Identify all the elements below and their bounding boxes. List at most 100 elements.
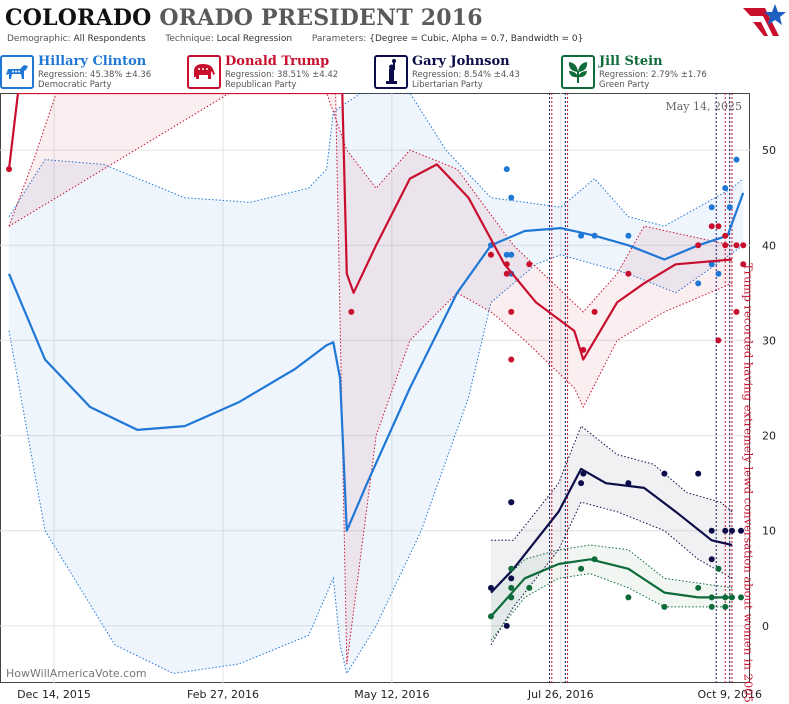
regression-line-stein xyxy=(490,558,732,618)
poll-point-stein xyxy=(708,594,715,601)
poll-point-trump xyxy=(508,356,515,363)
legend-party-stein: Green Party xyxy=(599,80,650,90)
legend-party-johnson: Libertarian Party xyxy=(412,80,483,90)
x-tick-label: Dec 14, 2015 xyxy=(17,688,91,701)
poll-point-johnson xyxy=(580,470,587,477)
regression-line-trump xyxy=(7,93,733,361)
poll-point-stein xyxy=(695,584,702,591)
technique-value: Local Regression xyxy=(216,34,293,44)
poll-point-trump xyxy=(591,308,598,315)
leaf-icon xyxy=(561,55,595,89)
legend-name-johnson: Gary Johnson xyxy=(412,54,510,69)
legend-regression-clinton: Regression: 45.38% ±4.36 xyxy=(38,70,152,80)
legend-regression-johnson: Regression: 8.54% ±4.43 xyxy=(412,70,520,80)
technique-label: Technique: xyxy=(165,34,214,44)
lower-bound-trump xyxy=(8,93,733,665)
upper-bound-johnson xyxy=(491,425,733,541)
demographic-label: Demographic: xyxy=(7,34,71,44)
regression-line-johnson xyxy=(490,467,733,594)
poll-point-johnson xyxy=(708,527,715,534)
elephant-icon xyxy=(187,55,221,89)
poll-point-clinton xyxy=(722,185,729,192)
y-tick-label: 20 xyxy=(762,430,776,443)
poll-point-stein xyxy=(625,594,632,601)
upper-bound-stein xyxy=(490,544,733,593)
legend-party-clinton: Democratic Party xyxy=(38,80,112,90)
legend-regression-stein: Regression: 2.79% ±1.76 xyxy=(599,70,707,80)
parameters-value: {Degree = Cubic, Alpha = 0.7, Bandwidth … xyxy=(369,34,584,44)
x-tick-label: Jul 26, 2016 xyxy=(527,688,594,701)
liberty-statue-icon xyxy=(374,55,408,89)
poll-point-johnson xyxy=(722,527,729,534)
legend-name-trump: Donald Trump xyxy=(225,54,330,69)
upper-bound-trump xyxy=(8,93,733,313)
confidence-band-trump xyxy=(9,93,732,664)
poll-point-clinton xyxy=(503,251,510,258)
poll-point-johnson xyxy=(487,584,494,591)
poll-point-trump xyxy=(708,223,715,230)
poll-point-johnson xyxy=(661,470,668,477)
legend-item-trump: Donald Trump Regression: 38.51% ±4.42 Re… xyxy=(187,53,373,93)
poll-point-johnson xyxy=(503,622,510,629)
poll-point-stein xyxy=(728,594,735,601)
poll-point-clinton xyxy=(708,204,715,211)
poll-point-clinton xyxy=(708,261,715,268)
legend-name-clinton: Hillary Clinton xyxy=(38,54,147,69)
poll-point-trump xyxy=(503,261,510,268)
y-tick-label: 40 xyxy=(762,239,776,252)
poll-point-clinton xyxy=(508,251,515,258)
confidence-band-johnson xyxy=(491,426,732,645)
chart-legend: Hillary Clinton Regression: 45.38% ±4.36… xyxy=(0,53,789,93)
poll-point-stein xyxy=(508,584,515,591)
confidence-band-stein xyxy=(491,545,732,641)
watermark-label: HowWillAmericaVote.com xyxy=(6,667,147,680)
y-tick-label: 30 xyxy=(762,334,776,347)
poll-point-trump xyxy=(348,308,355,315)
poll-point-stein xyxy=(708,603,715,610)
x-tick-label: May 12, 2016 xyxy=(354,688,429,701)
poll-chart: Dec 14, 2015 Feb 27, 2016 May 12, 2016 Jul … xyxy=(0,93,776,703)
y-tick-label: 10 xyxy=(762,525,776,538)
upper-bound-clinton xyxy=(8,93,744,227)
poll-point-johnson xyxy=(708,556,715,563)
poll-point-stein xyxy=(487,613,494,620)
poll-point-trump xyxy=(695,242,702,249)
poll-point-trump xyxy=(503,270,510,277)
poll-point-trump xyxy=(740,261,747,268)
y-tick-label: 0 xyxy=(762,620,769,633)
poll-point-clinton xyxy=(503,166,510,173)
lower-bound-johnson xyxy=(490,501,733,646)
poll-point-clinton xyxy=(591,232,598,239)
poll-point-clinton xyxy=(733,156,740,163)
poll-point-trump xyxy=(740,242,747,249)
page-title: COLORADO ORADO PRESIDENT 2016 xyxy=(5,5,483,31)
poll-point-trump xyxy=(487,251,494,258)
poll-point-johnson xyxy=(578,480,585,487)
poll-point-trump xyxy=(526,261,533,268)
poll-point-stein xyxy=(722,603,729,610)
poll-point-stein xyxy=(508,594,515,601)
poll-point-stein xyxy=(526,584,533,591)
title-state: COLORADO xyxy=(5,5,152,31)
x-tick-label: Oct 9, 2016 xyxy=(697,688,762,701)
poll-point-johnson xyxy=(508,499,515,506)
legend-regression-trump: Regression: 38.51% ±4.42 xyxy=(225,70,339,80)
poll-point-stein xyxy=(737,594,744,601)
plot-frame xyxy=(0,93,750,683)
chart-header: COLORADO ORADO PRESIDENT 2016 Demographi… xyxy=(0,0,789,52)
title-rest: ORADO PRESIDENT 2016 xyxy=(159,5,483,31)
poll-point-trump xyxy=(625,270,632,277)
series-layer xyxy=(6,93,747,683)
poll-point-trump xyxy=(722,232,729,239)
donkey-icon xyxy=(0,55,34,89)
poll-point-stein xyxy=(715,565,722,572)
poll-point-trump xyxy=(733,308,740,315)
event-annotation: Trump recorded having extremely lewd con… xyxy=(741,263,755,703)
parameters-label: Parameters: xyxy=(311,34,367,44)
demographic-value: All Respondents xyxy=(73,34,146,44)
confidence-band-clinton xyxy=(9,93,744,674)
poll-point-trump xyxy=(733,242,740,249)
poll-point-clinton xyxy=(715,270,722,277)
legend-item-clinton: Hillary Clinton Regression: 45.38% ±4.36… xyxy=(0,53,186,93)
poll-point-johnson xyxy=(695,470,702,477)
